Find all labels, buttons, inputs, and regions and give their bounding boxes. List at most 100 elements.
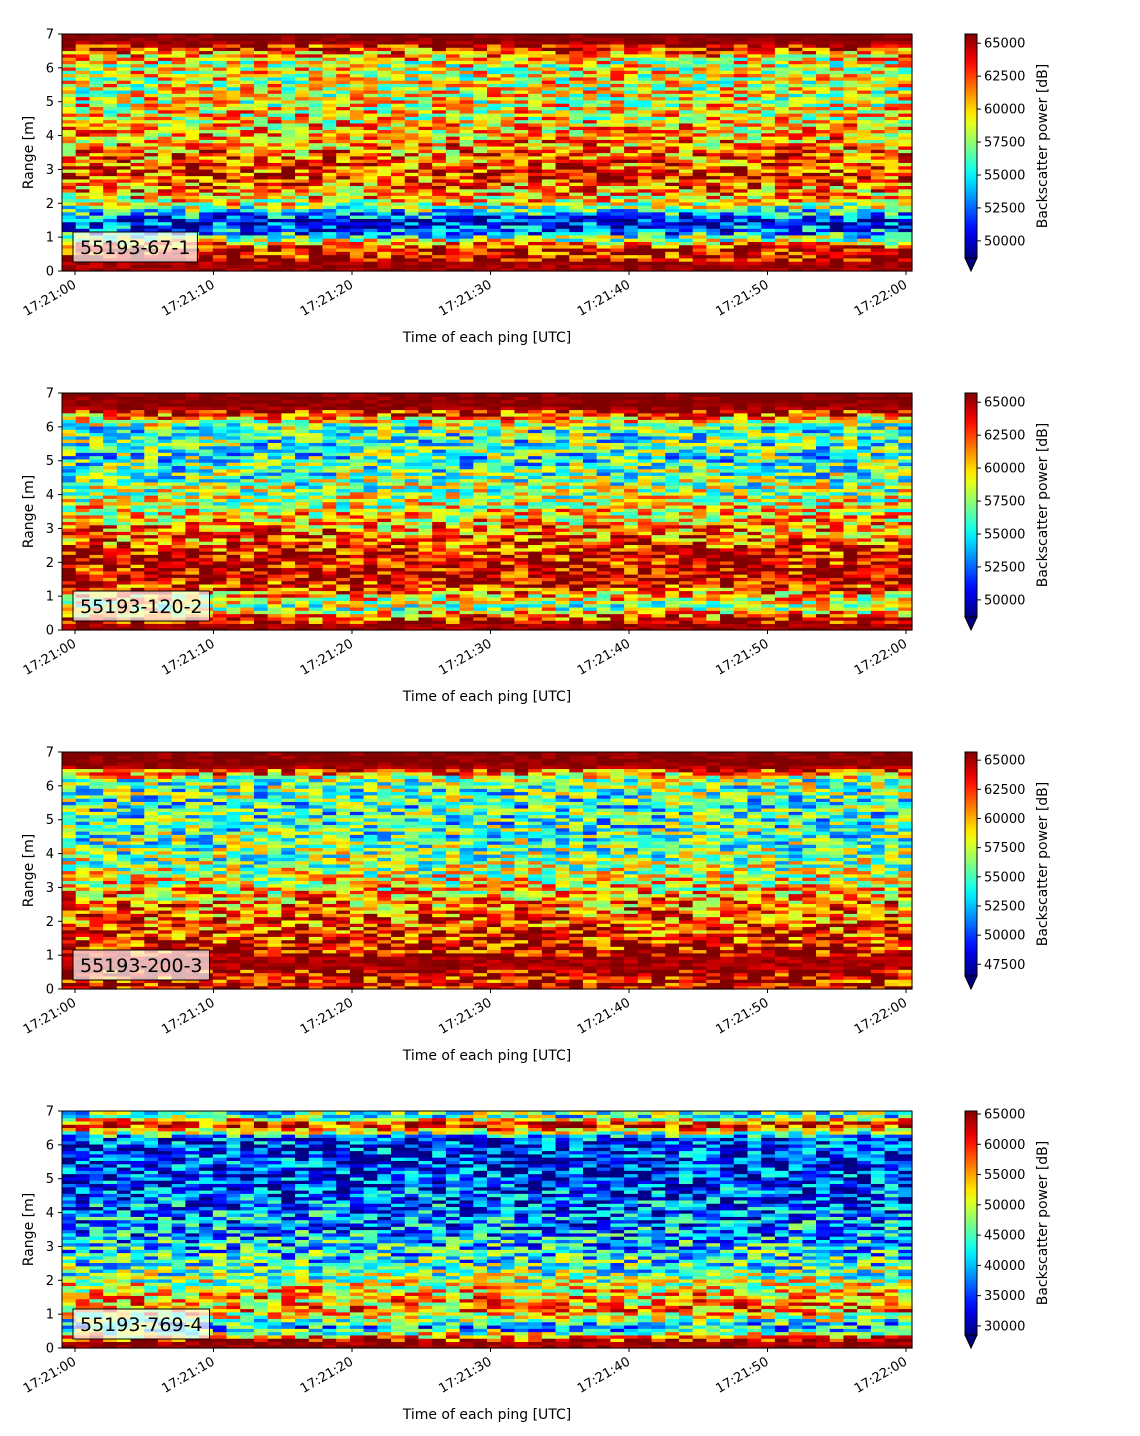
heatmap-cell: [171, 172, 186, 177]
heatmap-cell: [884, 205, 899, 210]
heatmap-cell: [212, 139, 228, 144]
heatmap-cell: [322, 126, 337, 131]
heatmap-cell: [528, 136, 543, 140]
heatmap-cell: [829, 205, 845, 210]
heatmap-cell: [432, 238, 447, 242]
heatmap-cell: [308, 613, 324, 618]
heatmap-cell: [445, 162, 461, 167]
heatmap-cell: [487, 43, 502, 48]
heatmap-cell: [733, 251, 749, 256]
heatmap-cell: [75, 119, 91, 124]
heatmap-cell: [349, 234, 365, 239]
heatmap-cell: [816, 70, 831, 75]
heatmap-cell: [459, 40, 474, 45]
heatmap-cell: [349, 211, 365, 216]
heatmap-cell: [89, 116, 104, 121]
heatmap-cell: [514, 182, 529, 187]
heatmap-cell: [281, 261, 296, 266]
heatmap-cell: [706, 188, 721, 193]
heatmap-cell: [843, 201, 858, 206]
heatmap-cell: [637, 238, 653, 242]
heatmap-cell: [116, 182, 132, 187]
heatmap-cell: [761, 37, 776, 42]
heatmap-cell: [500, 175, 516, 180]
heatmap-cell: [843, 192, 858, 196]
heatmap-cell: [391, 109, 406, 114]
heatmap-cell: [226, 50, 241, 55]
heatmap-cell: [226, 70, 241, 75]
heatmap-cell: [720, 89, 735, 94]
heatmap-cell: [103, 261, 118, 266]
heatmap-cell: [89, 119, 104, 124]
heatmap-cell: [171, 626, 186, 631]
heatmap-cell: [212, 50, 228, 55]
heatmap-cell: [116, 221, 132, 226]
heatmap-cell: [816, 116, 831, 121]
heatmap-cell: [377, 221, 392, 226]
heatmap-cell: [226, 63, 241, 68]
heatmap-cell: [555, 93, 570, 98]
heatmap-cell: [500, 73, 516, 78]
heatmap-cell: [569, 126, 584, 131]
heatmap-cell: [541, 60, 557, 65]
heatmap-cell: [295, 122, 310, 127]
heatmap-cell: [692, 106, 707, 111]
heatmap-cell: [487, 66, 502, 71]
heatmap-cell: [624, 119, 639, 124]
heatmap-cell: [541, 162, 557, 167]
heatmap-cell: [843, 234, 858, 239]
heatmap-cell: [610, 109, 625, 114]
heatmap-cell: [816, 96, 831, 101]
heatmap-cell: [363, 109, 378, 114]
heatmap-cell: [788, 113, 803, 117]
heatmap-cell: [651, 168, 666, 173]
heatmap-cell: [665, 106, 680, 111]
heatmap-cell: [322, 116, 337, 121]
heatmap-cell: [774, 610, 790, 615]
heatmap-cell: [870, 623, 886, 628]
heatmap-cell: [212, 34, 228, 38]
heatmap-cell: [144, 215, 159, 219]
heatmap-cell: [199, 201, 214, 206]
heatmap-cell: [267, 155, 282, 160]
heatmap-cell: [747, 610, 762, 615]
heatmap-cell: [747, 34, 762, 38]
heatmap-cell: [322, 211, 337, 216]
heatmap-cell: [75, 53, 91, 58]
heatmap-cell: [733, 165, 749, 170]
heatmap-cell: [377, 103, 392, 108]
heatmap-cell: [391, 231, 406, 236]
heatmap-cell: [116, 83, 132, 88]
heatmap-cell: [692, 40, 707, 45]
heatmap-cell: [267, 606, 282, 611]
heatmap-cell: [514, 165, 529, 170]
heatmap-cell: [418, 139, 433, 144]
heatmap-cell: [829, 86, 845, 91]
heatmap-cell: [240, 37, 255, 42]
heatmap-cell: [596, 43, 611, 48]
heatmap-cell: [281, 155, 296, 160]
heatmap-cell: [514, 37, 529, 42]
heatmap-cell: [295, 142, 310, 147]
heatmap-cell: [336, 218, 351, 223]
heatmap-cell: [171, 132, 186, 137]
heatmap-cell: [295, 247, 310, 252]
heatmap-cell: [295, 126, 310, 131]
heatmap-cell: [774, 80, 790, 84]
heatmap-cell: [130, 119, 145, 124]
heatmap-cell: [541, 83, 557, 88]
heatmap-cell: [610, 616, 625, 621]
heatmap-cell: [610, 224, 625, 229]
heatmap-cell: [596, 261, 611, 266]
heatmap-cell: [747, 53, 762, 58]
heatmap-cell: [144, 129, 159, 134]
heatmap-cell: [816, 89, 831, 94]
heatmap-cell: [240, 234, 255, 239]
heatmap-cell: [843, 238, 858, 242]
heatmap-cell: [706, 205, 721, 210]
heatmap-cell: [75, 93, 91, 98]
heatmap-cell: [857, 113, 872, 117]
heatmap-cell: [569, 63, 584, 68]
heatmap-cell: [295, 89, 310, 94]
heatmap-cell: [308, 228, 324, 233]
